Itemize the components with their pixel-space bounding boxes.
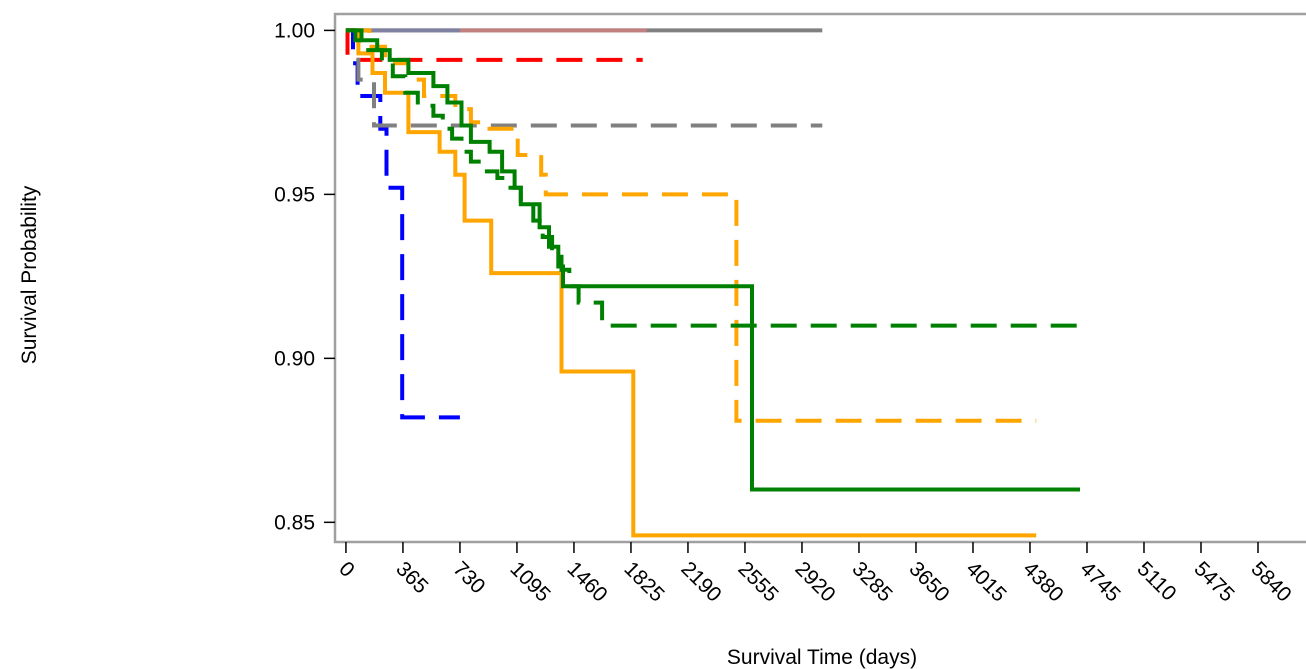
y-tick-label: 0.95 [274,183,315,206]
x-tick-label: 1825 [619,557,668,606]
plot-frame [333,12,1306,544]
x-tick-label: 2920 [790,557,839,606]
x-tick-label: 0 [334,557,359,582]
series-line [345,28,1080,492]
x-tick-label: 2555 [733,557,782,606]
x-tick-label: 730 [448,557,489,598]
x-tick-label: 1095 [505,557,554,606]
y-axis: 0.85 0.90 0.95 1.00 [274,19,335,534]
x-tick-label: 4380 [1018,557,1067,606]
series-line [345,28,1037,423]
x-tick-label: 5110 [1132,557,1180,605]
series-line [345,28,1080,328]
series-layer [345,28,1080,538]
x-axis-title: Survival Time (days) [727,646,917,669]
x-tick-label: 4015 [961,557,1010,606]
series-line [345,28,1037,538]
x-tick-label: 5840 [1246,557,1295,606]
y-axis-title: Survival Probability [18,185,41,364]
x-tick-label: 365 [391,557,432,598]
y-tick-label: 0.90 [274,347,315,370]
x-tick-label: 3650 [904,557,953,606]
x-axis: 0 365 730 1095 1460 1825 2190 2555 2920 3285 3650 4… [334,542,1306,607]
y-tick-label: 0.85 [274,511,315,534]
x-tick-label: 3285 [847,557,896,606]
x-tick-label: 5475 [1189,557,1238,606]
x-tick-label: 4745 [1075,557,1124,606]
x-tick-label: 1460 [562,557,611,606]
series-line [345,28,460,420]
x-tick-label: 2190 [676,557,725,606]
y-tick-label: 1.00 [274,19,315,42]
